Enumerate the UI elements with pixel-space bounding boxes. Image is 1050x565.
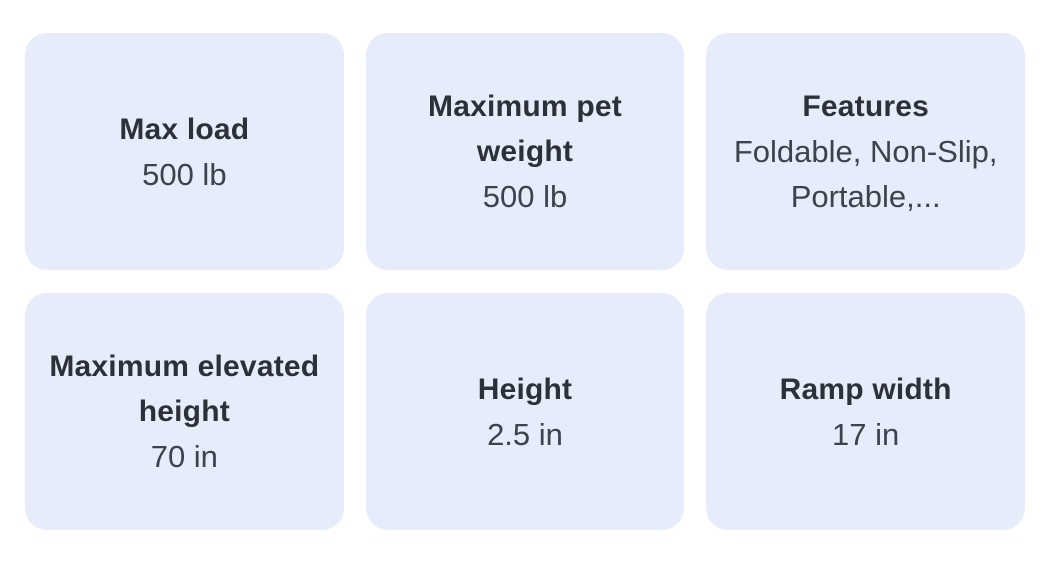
spec-card-value: 500 lb	[142, 156, 227, 192]
spec-card-value: Foldable, Non-Slip, Portable,...	[733, 134, 998, 214]
spec-card-ramp-width: Ramp width 17 in	[706, 293, 1025, 530]
spec-card-title: Maximum pet weight	[428, 90, 622, 168]
spec-card-title: Maximum elevated height	[49, 350, 320, 428]
spec-card-max-load: Max load 500 lb	[25, 33, 344, 270]
spec-card-title: Max load	[119, 112, 250, 146]
spec-card-title: Height	[477, 372, 573, 406]
spec-card-title: Ramp width	[779, 372, 952, 406]
spec-card-maximum-pet-weight: Maximum pet weight 500 lb	[365, 33, 685, 270]
spec-card-value: 70 in	[150, 439, 218, 474]
spec-card-value: 17 in	[832, 416, 900, 452]
spec-card-height: Height 2.5 in	[365, 293, 685, 530]
spec-card-value: 2.5 in	[487, 416, 563, 452]
spec-card-maximum-elevated-height: Maximum elevated height 70 in	[25, 293, 344, 530]
spec-card-value: 500 lb	[482, 179, 568, 214]
spec-card-features: Features Foldable, Non-Slip, Portable,..…	[706, 33, 1025, 270]
spec-card-title: Features	[802, 90, 929, 123]
